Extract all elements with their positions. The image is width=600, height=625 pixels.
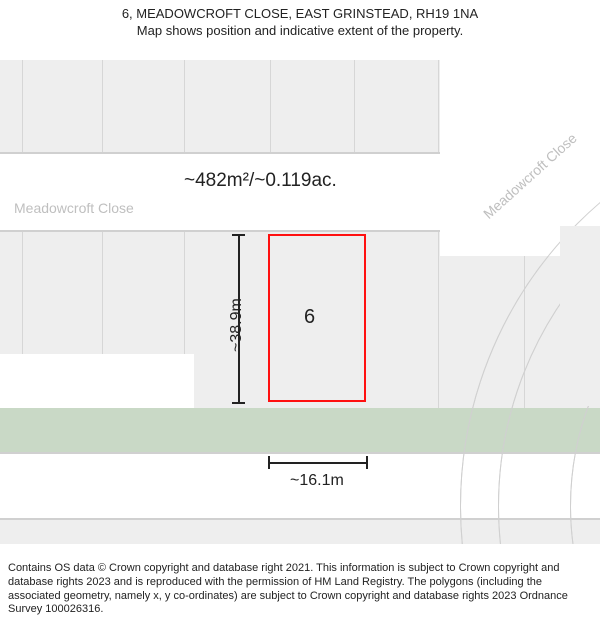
dim-v-cap [232,402,245,404]
dim-h-label: ~16.1m [290,472,344,490]
subtitle-line: Map shows position and indicative extent… [10,23,590,40]
top-plot-sep [270,60,271,152]
top-plot-row [0,60,470,152]
top-plot-sep [102,60,103,152]
address-line: 6, MEADOWCROFT CLOSE, EAST GRINSTEAD, RH… [10,6,590,23]
mid-plot-sep [438,232,439,408]
right-plot-fill [560,226,600,406]
top-plot-sep [184,60,185,152]
footer-attribution: Contains OS data © Crown copyright and d… [0,556,600,625]
subject-plot-outline [268,234,366,402]
map-canvas: 6~38.9m~16.1mMeadowcroft CloseMeadowcrof… [0,46,600,544]
dim-v-label: ~38.9m [228,298,246,352]
area-label: ~482m²/~0.119ac. [184,170,337,192]
top-plot-sep [354,60,355,152]
mid-inner-strip [0,354,194,408]
top-plot-sep [22,60,23,152]
dim-h-bar [268,462,366,464]
road-name-left: Meadowcroft Close [14,200,134,216]
dim-v-cap [232,234,245,236]
subject-plot-number: 6 [304,306,315,329]
top-plot-sep [438,60,439,152]
dim-h-cap [366,456,368,469]
header: 6, MEADOWCROFT CLOSE, EAST GRINSTEAD, RH… [0,0,600,44]
dim-h-cap [268,456,270,469]
